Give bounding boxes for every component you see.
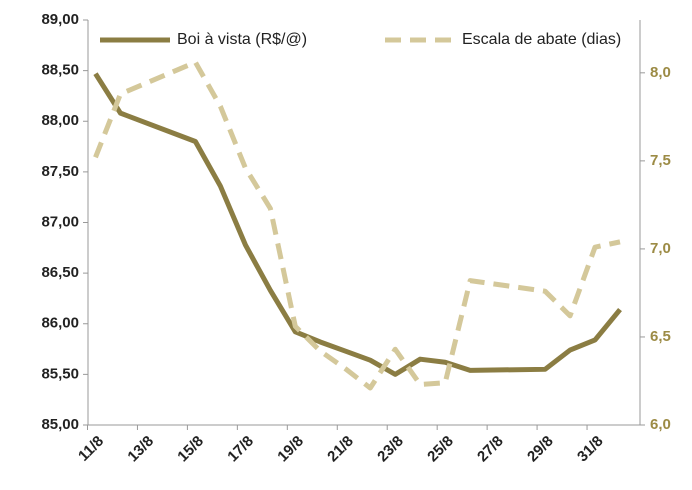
x-tick-label: 31/8 (574, 433, 607, 466)
x-tick-label: 23/8 (374, 433, 407, 466)
legend-label: Boi à vista (R$/@) (177, 31, 307, 48)
x-tick-label: 11/8 (75, 433, 107, 465)
y-tick-label: 86,00 (41, 315, 79, 332)
y2-tick-label: 6,0 (650, 416, 671, 433)
y-tick-label: 88,50 (41, 62, 79, 79)
x-tick-label: 17/8 (224, 433, 257, 466)
y-tick-label: 86,50 (41, 264, 79, 281)
y2-tick-label: 6,5 (650, 328, 671, 345)
y-tick-label: 85,50 (41, 365, 79, 382)
y2-tick-label: 8,0 (650, 64, 671, 81)
x-tick-label: 29/8 (524, 433, 557, 466)
legend-label: Escala de abate (dias) (462, 31, 621, 48)
x-tick-label: 13/8 (124, 433, 157, 466)
y2-tick-label: 7,5 (650, 152, 671, 169)
series-line (93, 72, 622, 377)
y-tick-label: 89,00 (41, 11, 79, 28)
x-tick-label: 21/8 (324, 433, 357, 466)
x-tick-label: 25/8 (424, 433, 457, 466)
x-tick-label: 27/8 (474, 433, 507, 466)
y2-tick-label: 7,0 (650, 240, 671, 257)
y-tick-label: 87,00 (41, 213, 79, 230)
y-tick-label: 87,50 (41, 163, 79, 180)
x-tick-label: 15/8 (174, 433, 207, 466)
y-tick-label: 85,00 (41, 416, 79, 433)
x-tick-label: 19/8 (274, 433, 307, 466)
y-tick-label: 88,00 (41, 112, 79, 129)
series-line (93, 59, 621, 391)
